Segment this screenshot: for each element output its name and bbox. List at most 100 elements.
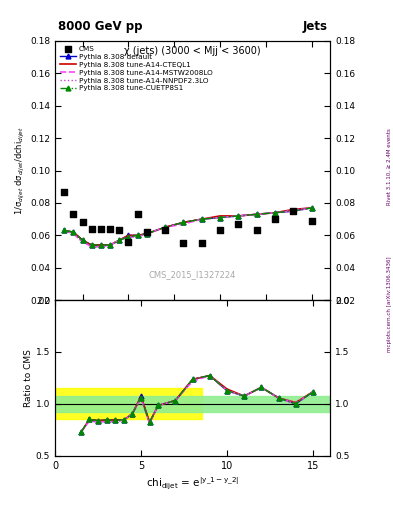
Pythia 8.308 default [80,237,85,243]
CMS [290,207,297,215]
Pythia 8.308 default [135,232,140,239]
Pythia 8.308 tune-CUETP8S1 [291,208,296,214]
Pythia 8.308 tune-CUETP8S1 [236,213,241,219]
Pythia 8.308 tune-A14-NNPDF2.3LO [135,232,140,239]
Pythia 8.308 tune-A14-CTEQL1 [89,242,94,248]
Pythia 8.308 tune-A14-NNPDF2.3LO [273,209,277,216]
Pythia 8.308 default [218,215,222,221]
Pythia 8.308 tune-A14-NNPDF2.3LO [89,244,94,250]
Bar [55,396,330,412]
Pythia 8.308 tune-A14-CTEQL1 [291,206,296,212]
Pythia 8.308 tune-A14-NNPDF2.3LO [99,244,103,250]
Bar [55,388,202,419]
CMS [235,220,242,228]
Pythia 8.308 tune-A14-CTEQL1 [80,237,85,243]
Pythia 8.308 tune-CUETP8S1 [99,242,103,248]
Pythia 8.308 tune-A14-CTEQL1 [108,242,112,248]
Pythia 8.308 tune-A14-NNPDF2.3LO [62,227,66,233]
Pythia 8.308 tune-A14-CTEQL1 [71,229,76,235]
Line: Pythia 8.308 tune-A14-NNPDF2.3LO: Pythia 8.308 tune-A14-NNPDF2.3LO [64,208,312,247]
Pythia 8.308 default [108,242,112,248]
Pythia 8.308 default [163,224,167,230]
Pythia 8.308 tune-A14-NNPDF2.3LO [80,239,85,245]
Text: Jets: Jets [302,20,327,33]
Pythia 8.308 default [117,237,121,243]
Pythia 8.308 tune-CUETP8S1 [218,215,222,221]
Pythia 8.308 tune-A14-MSTW2008LO [218,215,222,221]
Pythia 8.308 tune-A14-NNPDF2.3LO [108,242,112,248]
Legend: CMS, Pythia 8.308 default, Pythia 8.308 tune-A14-CTEQL1, Pythia 8.308 tune-A14-M: CMS, Pythia 8.308 default, Pythia 8.308 … [57,43,215,94]
CMS [162,226,168,234]
Pythia 8.308 default [144,231,149,237]
CMS [253,226,260,234]
Line: Pythia 8.308 default: Pythia 8.308 default [62,205,314,247]
Pythia 8.308 tune-CUETP8S1 [163,224,167,230]
Pythia 8.308 tune-A14-CTEQL1 [218,213,222,219]
Pythia 8.308 tune-CUETP8S1 [273,209,277,216]
CMS [88,225,95,233]
Pythia 8.308 tune-A14-MSTW2008LO [273,209,277,216]
X-axis label: chi$_\mathregular{dijet}$ = e$^\mathregular{|y\_1-y\_2|}$: chi$_\mathregular{dijet}$ = e$^\mathregu… [146,476,239,493]
Text: mcplots.cern.ch [arXiv:1306.3436]: mcplots.cern.ch [arXiv:1306.3436] [387,256,392,352]
Pythia 8.308 tune-CUETP8S1 [108,242,112,248]
Pythia 8.308 tune-A14-CTEQL1 [99,242,103,248]
Pythia 8.308 tune-A14-CTEQL1 [273,209,277,216]
Pythia 8.308 tune-A14-NNPDF2.3LO [71,231,76,237]
Pythia 8.308 tune-CUETP8S1 [117,237,121,243]
Line: Pythia 8.308 tune-CUETP8S1: Pythia 8.308 tune-CUETP8S1 [62,205,314,247]
Pythia 8.308 tune-A14-CTEQL1 [199,216,204,222]
Pythia 8.308 default [291,208,296,214]
Pythia 8.308 tune-A14-CTEQL1 [117,237,121,243]
Pythia 8.308 tune-A14-NNPDF2.3LO [309,205,314,211]
Y-axis label: Ratio to CMS: Ratio to CMS [24,349,33,407]
CMS [198,240,205,248]
Pythia 8.308 tune-A14-CTEQL1 [62,227,66,233]
Pythia 8.308 tune-A14-CTEQL1 [135,232,140,239]
Pythia 8.308 tune-A14-MSTW2008LO [135,234,140,240]
Pythia 8.308 tune-A14-CTEQL1 [309,205,314,211]
Pythia 8.308 tune-A14-MSTW2008LO [89,244,94,250]
CMS [107,225,113,233]
CMS [217,226,223,234]
CMS [180,240,187,248]
Pythia 8.308 tune-CUETP8S1 [71,229,76,235]
Pythia 8.308 tune-CUETP8S1 [89,242,94,248]
Pythia 8.308 default [309,205,314,211]
Pythia 8.308 tune-A14-MSTW2008LO [144,231,149,237]
Pythia 8.308 tune-CUETP8S1 [126,234,131,240]
Pythia 8.308 tune-A14-NNPDF2.3LO [291,206,296,212]
CMS [134,210,141,219]
Pythia 8.308 tune-A14-MSTW2008LO [199,216,204,222]
Pythia 8.308 tune-A14-NNPDF2.3LO [117,237,121,243]
Pythia 8.308 default [254,211,259,218]
Pythia 8.308 default [181,219,186,225]
CMS [143,228,150,236]
Pythia 8.308 default [236,213,241,219]
Pythia 8.308 default [99,242,103,248]
Pythia 8.308 tune-A14-CTEQL1 [163,224,167,230]
CMS [272,215,278,223]
Pythia 8.308 tune-CUETP8S1 [199,216,204,222]
CMS [70,210,77,219]
Text: 8000 GeV pp: 8000 GeV pp [58,20,142,33]
Pythia 8.308 default [89,242,94,248]
CMS [79,218,86,226]
Pythia 8.308 tune-CUETP8S1 [62,227,66,233]
Text: Rivet 3.1.10, ≥ 2.4M events: Rivet 3.1.10, ≥ 2.4M events [387,128,392,205]
Pythia 8.308 tune-A14-CTEQL1 [181,219,186,225]
Pythia 8.308 tune-A14-NNPDF2.3LO [218,215,222,221]
Line: Pythia 8.308 tune-A14-MSTW2008LO: Pythia 8.308 tune-A14-MSTW2008LO [64,208,312,247]
Pythia 8.308 tune-A14-MSTW2008LO [181,221,186,227]
CMS [125,238,132,246]
Pythia 8.308 tune-CUETP8S1 [309,205,314,211]
Text: χ (jets) (3000 < Mjj < 3600): χ (jets) (3000 < Mjj < 3600) [124,46,261,56]
Pythia 8.308 tune-A14-NNPDF2.3LO [126,234,131,240]
Pythia 8.308 tune-A14-MSTW2008LO [309,205,314,211]
CMS [61,187,67,196]
Pythia 8.308 tune-A14-MSTW2008LO [80,239,85,245]
Pythia 8.308 tune-CUETP8S1 [254,211,259,218]
Pythia 8.308 default [199,216,204,222]
Line: Pythia 8.308 tune-A14-CTEQL1: Pythia 8.308 tune-A14-CTEQL1 [64,208,312,245]
Pythia 8.308 tune-A14-NNPDF2.3LO [181,219,186,225]
Pythia 8.308 tune-A14-MSTW2008LO [163,224,167,230]
